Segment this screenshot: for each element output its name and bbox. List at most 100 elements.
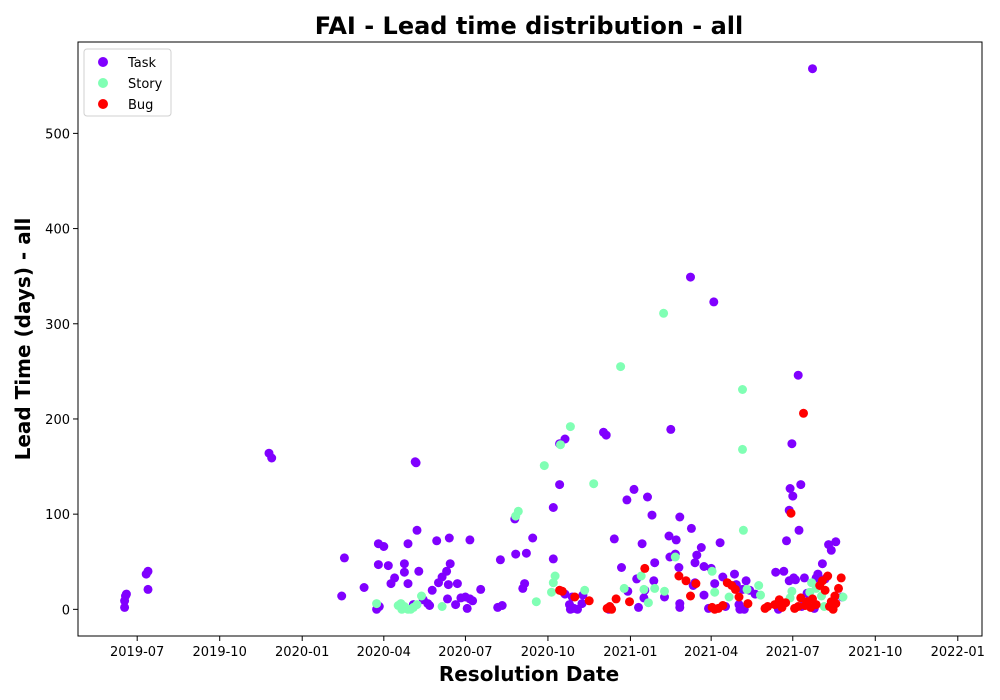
task-point <box>143 584 153 594</box>
story-point <box>660 586 669 596</box>
bug-point <box>718 601 728 610</box>
task-point <box>666 424 676 434</box>
y-axis-label: Lead Time (days) - all <box>11 218 35 461</box>
task-point <box>643 492 652 502</box>
story-point <box>437 602 447 611</box>
task-point <box>730 569 739 579</box>
story-point <box>547 587 556 597</box>
story-point <box>670 552 680 562</box>
y-tick-label: 0 <box>62 603 70 618</box>
y-axis-ticks: 0 100 200 300 400 500 <box>45 127 78 618</box>
task-point <box>465 535 475 545</box>
story-point <box>539 461 549 471</box>
story-point <box>650 583 660 593</box>
story-point <box>556 440 565 450</box>
story-point <box>639 584 649 594</box>
bug-point <box>799 408 808 418</box>
task-point <box>412 525 422 535</box>
task-point <box>771 567 781 577</box>
task-point <box>521 548 531 558</box>
x-tick-label: 2020-07 <box>438 645 492 660</box>
task-point <box>337 591 347 601</box>
bug-point <box>811 600 821 610</box>
x-tick-label: 2020-10 <box>521 645 575 660</box>
story-point <box>724 592 734 602</box>
task-point <box>622 495 632 505</box>
x-tick-label: 2020-01 <box>275 645 329 660</box>
y-tick-label: 200 <box>45 413 70 428</box>
x-tick-label: 2021-10 <box>848 645 902 660</box>
task-point <box>528 533 538 543</box>
plot-area-frame <box>77 41 983 637</box>
task-point <box>383 561 393 571</box>
task-point <box>647 510 657 520</box>
legend: Task Story Bug <box>83 48 172 117</box>
bug-point <box>734 592 744 602</box>
x-tick-label: 2021-07 <box>766 645 820 660</box>
x-tick-label: 2020-04 <box>357 645 411 660</box>
task-point <box>782 536 791 546</box>
task-point <box>692 550 702 560</box>
task-point <box>796 480 806 490</box>
task-point <box>629 484 639 494</box>
task-point <box>690 558 700 568</box>
task-point <box>710 579 720 589</box>
task-point <box>696 543 706 552</box>
story-point <box>531 597 541 607</box>
bug-point <box>831 599 841 609</box>
task-point <box>548 554 558 564</box>
bug-point <box>823 571 833 581</box>
story-point <box>710 587 720 597</box>
task-point <box>741 576 751 586</box>
story-point <box>580 585 590 595</box>
task-point <box>686 272 695 282</box>
task-point <box>813 569 823 579</box>
bug-point <box>640 563 650 573</box>
x-tick-label: 2022-01 <box>931 645 985 660</box>
legend-marker-bug <box>98 99 108 109</box>
bug-point <box>607 604 617 614</box>
task-point <box>267 453 277 463</box>
task-point <box>649 576 659 586</box>
task-point <box>791 575 800 585</box>
story-point <box>616 362 626 372</box>
task-point <box>674 563 684 572</box>
bug-point <box>584 596 594 606</box>
story-point <box>417 591 426 601</box>
task-point <box>468 596 478 606</box>
story-point <box>643 598 653 608</box>
task-point <box>143 566 153 576</box>
story-point <box>513 506 523 516</box>
story-point <box>412 600 422 610</box>
task-point <box>451 600 461 610</box>
task-point <box>601 430 611 440</box>
bug-point <box>570 592 580 602</box>
task-point <box>671 535 681 545</box>
bug-point <box>681 576 691 586</box>
task-point <box>617 563 626 572</box>
legend-entries: Task Story Bug <box>98 56 163 113</box>
task-point <box>399 559 409 569</box>
task-point <box>497 601 507 610</box>
bug-point <box>611 594 621 604</box>
y-tick-label: 300 <box>45 318 70 333</box>
task-point <box>788 491 798 501</box>
x-tick-label: 2021-01 <box>603 645 657 660</box>
task-point <box>339 553 349 563</box>
bug-point <box>834 583 843 593</box>
task-point <box>427 585 437 595</box>
task-point <box>379 542 389 551</box>
task-point <box>664 531 674 541</box>
task-point <box>495 555 505 565</box>
task-point <box>443 594 452 604</box>
task-point <box>808 64 817 74</box>
x-tick-label: 2019-10 <box>193 645 247 660</box>
story-point <box>754 581 764 590</box>
task-point <box>390 573 400 583</box>
task-point <box>577 599 587 609</box>
bug-point <box>820 585 830 595</box>
task-point <box>637 539 647 549</box>
task-point <box>634 602 643 612</box>
task-point <box>650 558 660 568</box>
